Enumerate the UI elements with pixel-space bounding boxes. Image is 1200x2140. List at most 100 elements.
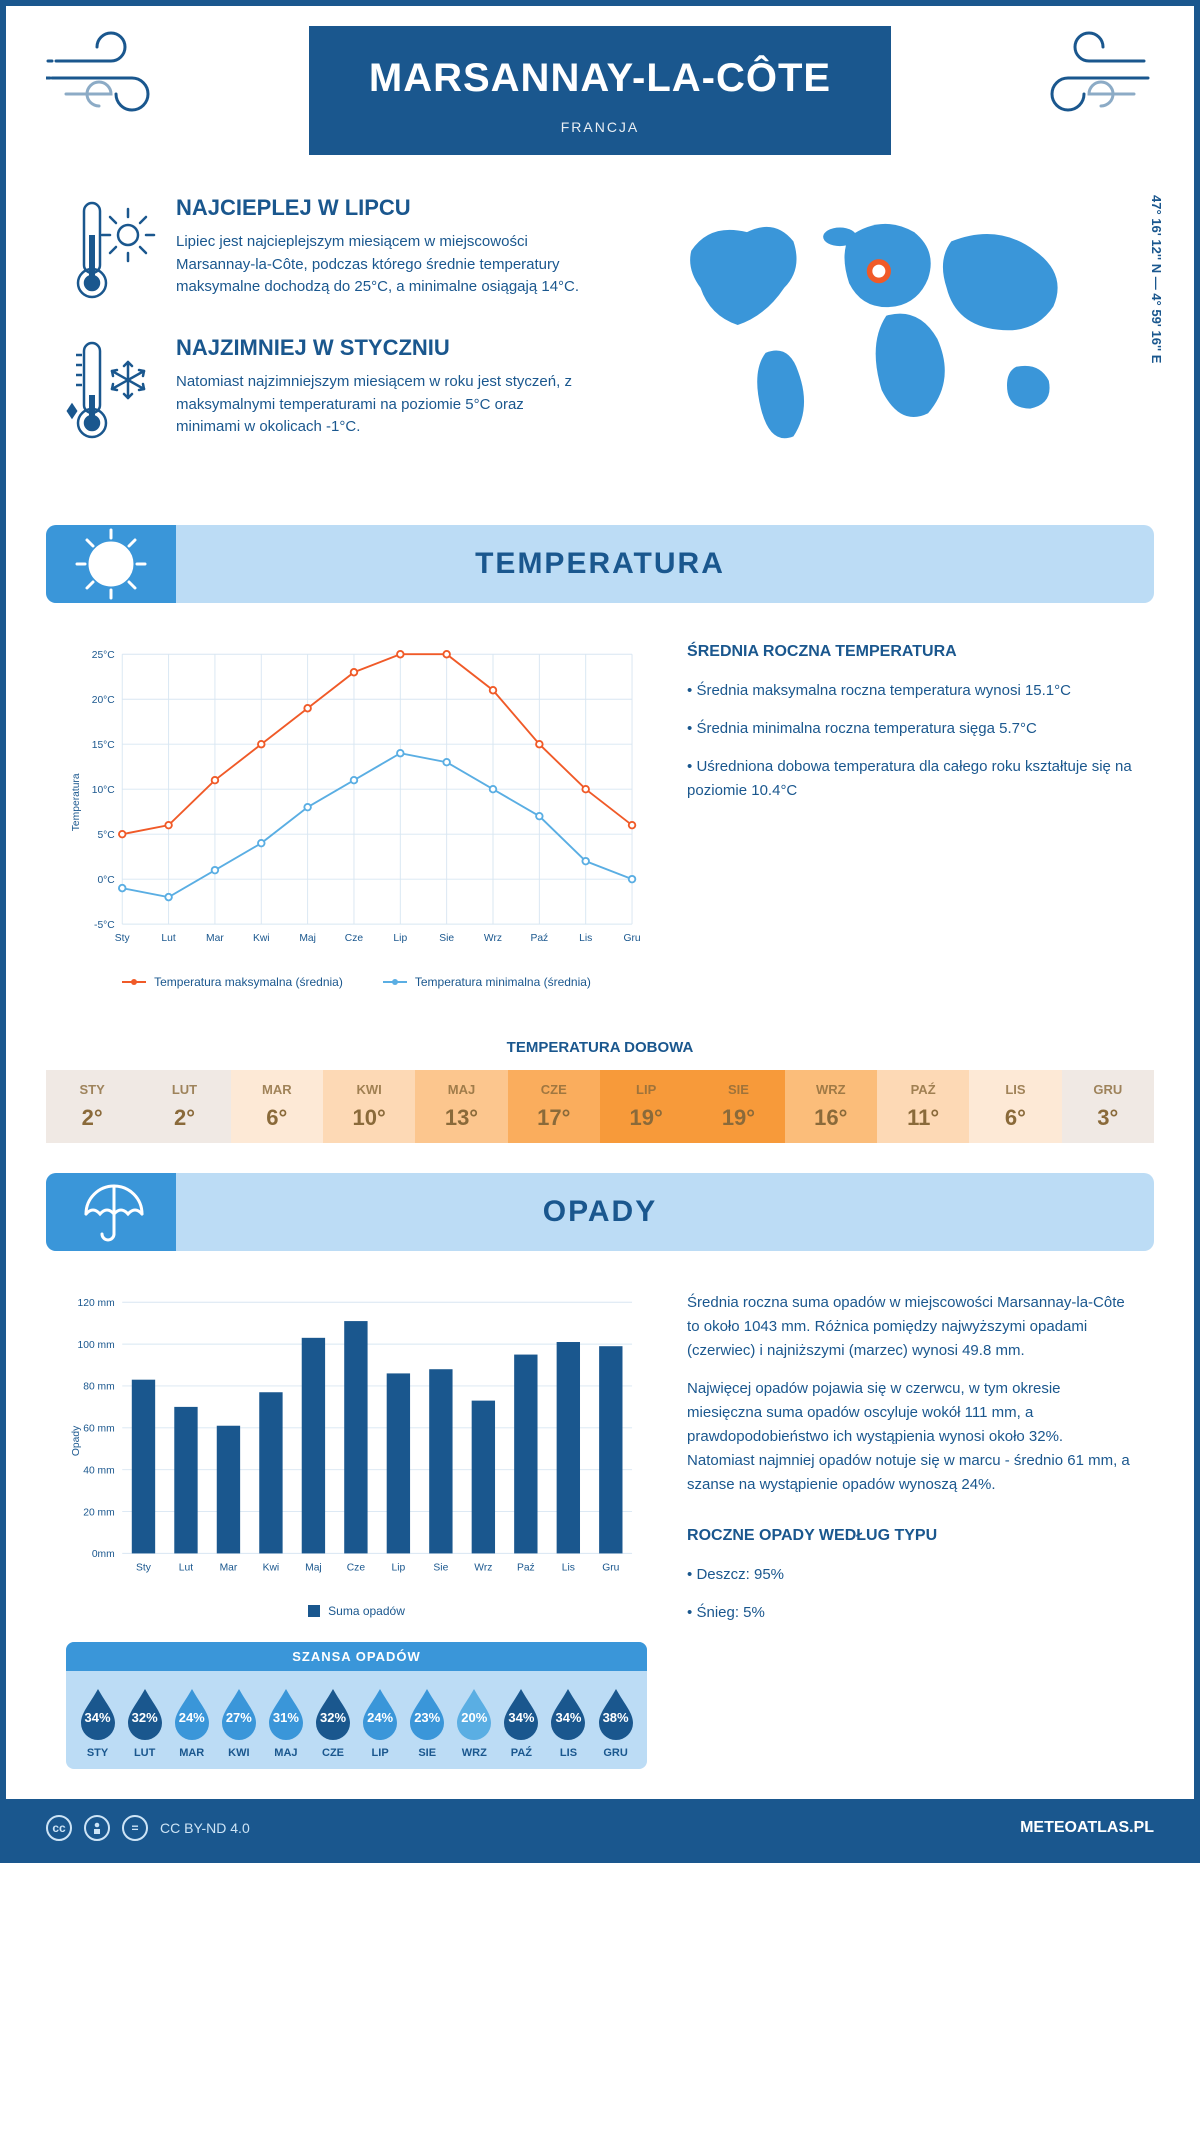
svg-text:Kwi: Kwi — [253, 933, 270, 944]
svg-text:Gru: Gru — [623, 933, 640, 944]
daily-temp-row: STY2°LUT2°MAR6°KWI10°MAJ13°CZE17°LIP19°S… — [46, 1070, 1154, 1143]
wind-icon-left — [46, 26, 186, 126]
svg-text:Lut: Lut — [161, 933, 175, 944]
precip-type-item: Śnieg: 5% — [687, 1601, 1134, 1625]
daily-temp-cell: LIP19° — [600, 1070, 692, 1143]
legend-max-label: Temperatura maksymalna (średnia) — [154, 975, 343, 989]
svg-text:Lis: Lis — [579, 933, 592, 944]
annual-temp-item: Uśredniona dobowa temperatura dla całego… — [687, 755, 1134, 803]
rain-chance-cell: 34% LIS — [545, 1685, 592, 1759]
precip-type-title: ROCZNE OPADY WEDŁUG TYPU — [687, 1527, 1134, 1545]
daily-temp-cell: MAR6° — [231, 1070, 323, 1143]
svg-text:15°C: 15°C — [92, 740, 116, 751]
svg-text:25°C: 25°C — [92, 650, 116, 661]
svg-text:0°C: 0°C — [97, 875, 115, 886]
svg-text:Cze: Cze — [347, 1562, 366, 1573]
temperature-section-header: TEMPERATURA — [46, 525, 1154, 603]
rain-chance-cell: 32% LUT — [121, 1685, 168, 1759]
svg-text:Mar: Mar — [206, 933, 224, 944]
temperature-title: TEMPERATURA — [46, 547, 1154, 581]
footer: cc = CC BY-ND 4.0 METEOATLAS.PL — [6, 1799, 1194, 1857]
rain-chance-cell: 34% PAŹ — [498, 1685, 545, 1759]
svg-text:10°C: 10°C — [92, 785, 116, 796]
svg-text:20°C: 20°C — [92, 695, 116, 706]
intro-section: NAJCIEPLEJ W LIPCU Lipiec jest najcieple… — [6, 155, 1194, 505]
annual-temp-item: Średnia minimalna roczna temperatura się… — [687, 717, 1134, 741]
rain-chance-cell: 31% MAJ — [262, 1685, 309, 1759]
daily-temp-cell: MAJ13° — [415, 1070, 507, 1143]
svg-text:Wrz: Wrz — [474, 1562, 492, 1573]
svg-text:Opady: Opady — [71, 1425, 82, 1456]
header: MARSANNAY-LA-CÔTE FRANCJA — [6, 6, 1194, 155]
wind-icon-right — [1014, 26, 1154, 126]
svg-text:Kwi: Kwi — [263, 1562, 280, 1573]
license-text: CC BY-ND 4.0 — [160, 1820, 250, 1836]
legend-min-label: Temperatura minimalna (średnia) — [415, 975, 591, 989]
svg-text:Sie: Sie — [439, 933, 454, 944]
precip-para-1: Średnia roczna suma opadów w miejscowośc… — [687, 1291, 1134, 1363]
svg-text:Temperatura: Temperatura — [71, 773, 82, 831]
svg-text:-5°C: -5°C — [94, 920, 115, 931]
svg-text:60 mm: 60 mm — [83, 1423, 114, 1434]
svg-text:Cze: Cze — [345, 933, 364, 944]
daily-temp-cell: KWI10° — [323, 1070, 415, 1143]
precip-bar-chart: 0mm 20 mm 40 mm 60 mm 80 mm 100 mm 120 mm Sty Lu… — [66, 1291, 647, 1591]
svg-text:20 mm: 20 mm — [83, 1507, 114, 1518]
rain-chance-cell: 38% GRU — [592, 1685, 639, 1759]
svg-text:5°C: 5°C — [97, 830, 115, 841]
temperature-line-chart: -5°C0°C5°C10°C15°C20°C25°CStyLutMarKwiMa… — [66, 643, 647, 962]
rain-chance-cell: 23% SIE — [404, 1685, 451, 1759]
precip-legend: Suma opadów — [66, 1604, 647, 1618]
rain-chance-cell: 24% LIP — [357, 1685, 404, 1759]
svg-text:Paź: Paź — [517, 1562, 535, 1573]
daily-temp-cell: GRU3° — [1062, 1070, 1154, 1143]
svg-text:120 mm: 120 mm — [78, 1298, 115, 1309]
precip-type-item: Deszcz: 95% — [687, 1563, 1134, 1587]
daily-temp-title: TEMPERATURA DOBOWA — [6, 1039, 1194, 1056]
svg-text:Sie: Sie — [433, 1562, 448, 1573]
daily-temp-cell: CZE17° — [508, 1070, 600, 1143]
daily-temp-cell: WRZ16° — [785, 1070, 877, 1143]
coldest-fact: NAJZIMNIEJ W STYCZNIU Natomiast najzimni… — [66, 335, 580, 445]
precip-legend-label: Suma opadów — [328, 1604, 405, 1618]
rain-chance-cell: 27% KWI — [215, 1685, 262, 1759]
temperature-legend: Temperatura maksymalna (średnia) Tempera… — [66, 975, 647, 989]
svg-text:Sty: Sty — [136, 1562, 152, 1573]
warmest-text: Lipiec jest najcieplejszym miesiącem w m… — [176, 231, 580, 299]
world-map — [620, 195, 1134, 455]
precip-section-header: OPADY — [46, 1173, 1154, 1251]
warmest-title: NAJCIEPLEJ W LIPCU — [176, 195, 580, 221]
page-title: MARSANNAY-LA-CÔTE — [369, 56, 831, 101]
thermometer-hot-icon — [66, 195, 156, 305]
svg-text:100 mm: 100 mm — [78, 1339, 115, 1350]
svg-text:0mm: 0mm — [92, 1549, 115, 1560]
rain-chance-cell: 34% STY — [74, 1685, 121, 1759]
daily-temp-cell: STY2° — [46, 1070, 138, 1143]
precip-type-list: Deszcz: 95% Śnieg: 5% — [687, 1563, 1134, 1625]
warmest-fact: NAJCIEPLEJ W LIPCU Lipiec jest najcieple… — [66, 195, 580, 305]
svg-text:40 mm: 40 mm — [83, 1465, 114, 1476]
thermometer-cold-icon — [66, 335, 156, 445]
precip-para-2: Najwięcej opadów pojawia się w czerwcu, … — [687, 1377, 1134, 1497]
coordinates: 47° 16' 12'' N — 4° 59' 16'' E — [1149, 195, 1164, 363]
sun-icon — [46, 525, 176, 603]
umbrella-icon — [46, 1173, 176, 1251]
svg-text:80 mm: 80 mm — [83, 1381, 114, 1392]
svg-text:Lut: Lut — [179, 1562, 193, 1573]
daily-temp-cell: PAŹ11° — [877, 1070, 969, 1143]
annual-temp-list: Średnia maksymalna roczna temperatura wy… — [687, 679, 1134, 803]
svg-text:Lip: Lip — [392, 1562, 406, 1573]
svg-text:Lis: Lis — [562, 1562, 575, 1573]
rain-chance-cell: 20% WRZ — [451, 1685, 498, 1759]
precip-title: OPADY — [46, 1195, 1154, 1229]
by-icon — [84, 1815, 110, 1841]
svg-text:Mar: Mar — [220, 1562, 238, 1573]
rain-chance-cell: 24% MAR — [168, 1685, 215, 1759]
svg-text:Gru: Gru — [602, 1562, 619, 1573]
rain-chance-cell: 32% CZE — [309, 1685, 356, 1759]
coldest-title: NAJZIMNIEJ W STYCZNIU — [176, 335, 580, 361]
site-name: METEOATLAS.PL — [1020, 1819, 1154, 1837]
svg-text:Maj: Maj — [305, 1562, 322, 1573]
annual-temp-title: ŚREDNIA ROCZNA TEMPERATURA — [687, 643, 1134, 661]
daily-temp-cell: LUT2° — [138, 1070, 230, 1143]
